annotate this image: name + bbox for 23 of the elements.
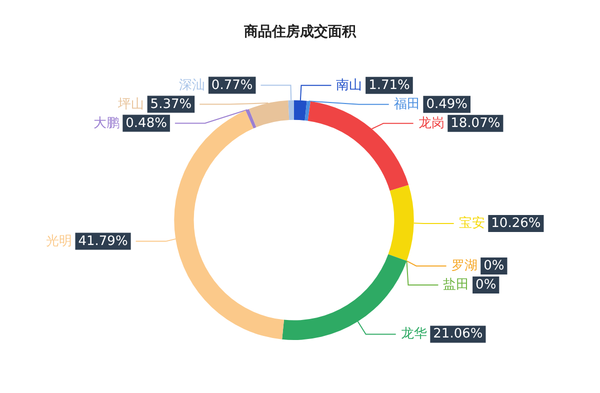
slice-label: 大鹏 [93,116,120,131]
data-label: 18.07% [450,116,500,131]
legend-label: 盐田 [443,278,470,293]
text: 0% [476,278,496,293]
data-label: 5.37% [150,96,192,112]
slice-label: 南山 [336,78,362,93]
data-label: 1.71% [368,78,410,93]
data-label: 0.48% [126,116,167,131]
slice-label: 光明 [46,234,72,249]
legend-label: 罗湖 [451,258,478,274]
slice-label: 福田 [394,96,420,112]
slice-label: 深汕 [179,78,206,93]
data-label: 0.77% [211,78,253,93]
text: 0% [484,258,504,274]
slice-label: 龙岗 [418,116,444,131]
data-label: 21.06% [433,326,483,342]
data-label: 10.26% [491,216,541,231]
data-label: 0.49% [426,96,468,112]
slice-label: 坪山 [116,96,144,112]
data-label: 41.79% [78,234,128,249]
slice-label: 宝安 [458,214,485,231]
chart-title: 商品住房成交面积 [243,23,357,40]
slice-label: 龙华 [400,326,427,342]
